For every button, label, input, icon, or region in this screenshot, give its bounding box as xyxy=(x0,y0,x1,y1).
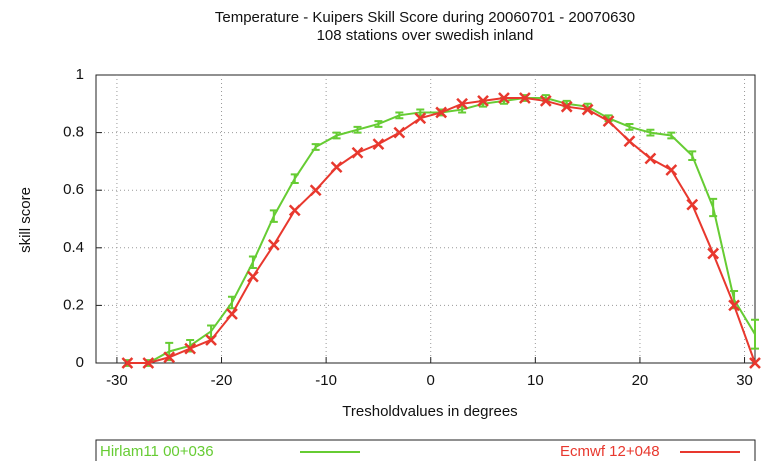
error-bar xyxy=(395,111,404,120)
y-tick-label: 0 xyxy=(76,354,84,371)
point-marker xyxy=(288,204,301,217)
point-marker xyxy=(728,299,740,312)
x-tick-label: 10 xyxy=(527,372,544,389)
error-bar xyxy=(248,255,257,269)
x-tick-label: 20 xyxy=(632,372,649,389)
point-marker xyxy=(372,138,385,151)
error-bar xyxy=(353,125,362,134)
y-axis-label: skill score xyxy=(17,187,34,253)
chart-subtitle: 108 stations over swedish inland xyxy=(317,27,534,44)
error-bar xyxy=(332,131,341,140)
point-marker xyxy=(351,146,364,159)
point-marker xyxy=(518,92,531,104)
chart-title: Temperature - Kuipers Skill Score during… xyxy=(215,9,635,26)
point-marker xyxy=(644,152,657,165)
point-marker xyxy=(163,351,176,364)
point-marker xyxy=(226,308,238,320)
x-tick-label: -10 xyxy=(315,372,337,389)
plot-frame xyxy=(95,74,756,364)
point-marker xyxy=(121,357,134,369)
point-marker xyxy=(707,247,720,260)
y-tick-label: 0.8 xyxy=(63,124,84,141)
point-marker xyxy=(435,106,448,119)
error-bar xyxy=(709,197,718,218)
error-bar xyxy=(625,122,634,131)
point-marker xyxy=(623,135,636,148)
point-marker xyxy=(498,92,510,104)
y-tick-label: 1 xyxy=(76,66,84,83)
point-marker xyxy=(267,239,280,251)
point-marker xyxy=(560,100,573,113)
error-bar xyxy=(374,120,383,128)
error-bar xyxy=(290,173,299,184)
point-marker xyxy=(205,334,217,346)
point-marker xyxy=(456,97,468,110)
error-bar xyxy=(688,150,697,161)
x-tick-label: 30 xyxy=(736,372,753,389)
error-bar xyxy=(751,318,759,350)
legend-label: Hirlam11 00+036 xyxy=(100,443,214,460)
point-marker xyxy=(665,164,678,176)
point-marker xyxy=(247,270,259,283)
point-marker xyxy=(330,161,343,174)
point-marker xyxy=(581,103,594,116)
point-marker xyxy=(477,95,489,107)
y-tick-label: 0.2 xyxy=(63,296,84,313)
error-bar xyxy=(646,128,655,137)
legend-label: Ecmwf 12+048 xyxy=(560,443,660,460)
point-marker xyxy=(749,357,761,369)
error-bar xyxy=(667,131,676,140)
y-tick-label: 0.4 xyxy=(63,239,84,256)
error-bar xyxy=(311,143,320,151)
legend-frame xyxy=(95,439,756,461)
point-marker xyxy=(539,95,552,107)
y-tick-label: 0.6 xyxy=(63,181,84,198)
x-tick-label: 0 xyxy=(427,372,435,389)
error-bar xyxy=(269,209,278,223)
point-marker xyxy=(393,126,406,139)
x-tick-label: -20 xyxy=(211,372,233,389)
point-marker xyxy=(414,112,427,125)
point-marker xyxy=(602,115,615,127)
point-marker xyxy=(686,198,699,211)
point-marker xyxy=(309,184,322,197)
x-tick-label: -30 xyxy=(106,372,128,389)
x-axis-label: Tresholdvalues in degrees xyxy=(342,403,517,420)
point-marker xyxy=(142,357,155,369)
point-marker xyxy=(184,342,197,355)
